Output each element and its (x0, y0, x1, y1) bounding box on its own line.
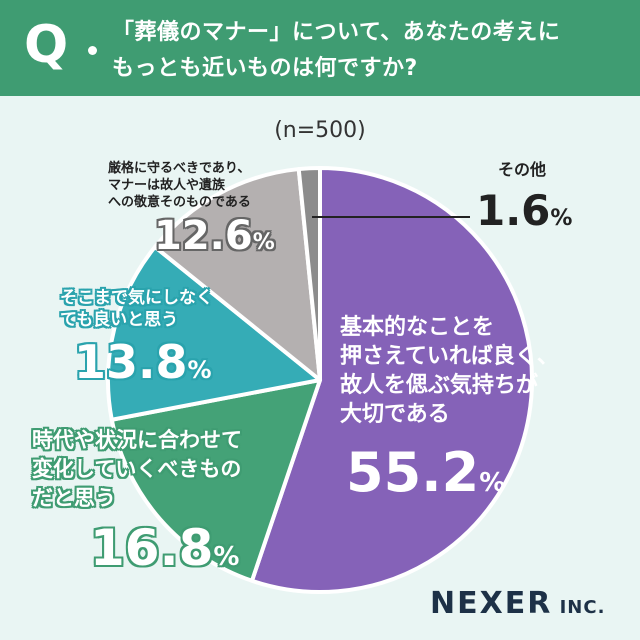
slice-label-other: その他 1.6% (476, 160, 572, 235)
brand-name: NEXER (430, 586, 553, 621)
slice-label-strict-line: マナーは故人や遺族 (108, 178, 226, 193)
slice-value-unit: % (213, 542, 240, 572)
slice-label-not-worry-line: ても良いと思う (60, 310, 179, 330)
slice-strict (152, 167, 322, 382)
slice-value-number: 16.8 (90, 519, 214, 577)
question-line-2: もっとも近いものは何ですか? (112, 56, 418, 81)
slice-value-number: 12.6 (154, 213, 253, 259)
brand-logo: NEXER INC. (430, 586, 605, 621)
slice-label-adapt-line: だと思う (32, 486, 116, 510)
slice-value-number: 1.6 (476, 186, 551, 235)
slice-value-unit: % (252, 230, 275, 255)
slice-value-number: 55.2 (346, 441, 480, 504)
slice-value-other: 1.6% (476, 186, 572, 235)
slice-value-unit: % (479, 468, 506, 498)
slice-value-strict: 12.6% (154, 213, 275, 259)
slice-label-essentials-line: 押さえていれば良く、 (340, 344, 559, 369)
question-dot (88, 46, 97, 55)
slice-value-not-worry: 13.8% (74, 335, 213, 389)
sample-size-label: (n=500) (274, 118, 366, 143)
slice-value-unit: % (187, 356, 212, 384)
slice-not-worry (106, 244, 322, 422)
slice-label-strict-line: への敬意そのものである (108, 195, 251, 210)
slice-label-essentials-line: 故人を偲ぶ気持ちが (340, 373, 539, 398)
slice-label-not-worry-line: そこまで気にしなく (60, 288, 213, 308)
slice-value-adapt: 16.8% (90, 519, 242, 577)
question-line-1: 「葬儀のマナー」について、あなたの考えに (112, 20, 561, 45)
pie-slices (106, 166, 534, 594)
slice-label-other-line: その他 (498, 160, 547, 179)
slice-value-unit: % (550, 206, 573, 231)
slice-value-number: 13.8 (74, 335, 188, 389)
slice-other (296, 166, 322, 382)
question-header: Q 「葬儀のマナー」について、あなたの考えに もっとも近いものは何ですか? (0, 0, 640, 96)
slice-label-strict-line: 厳格に守るべきであり、 (108, 161, 251, 176)
slice-label-adapt-line: 変化していくべきもの (32, 457, 242, 481)
slice-label-essentials-line: 大切である (340, 402, 450, 427)
slice-adapt (109, 378, 322, 583)
question-mark-q: Q (24, 15, 69, 75)
slice-label-adapt-line: 時代や状況に合わせて (32, 428, 242, 452)
slice-value-essentials: 55.2% (346, 441, 559, 504)
slice-label-essentials-line: 基本的なことを (340, 315, 495, 340)
brand-suffix: INC. (552, 597, 606, 618)
slice-label-not-worry: そこまで気にしなく ても良いと思う 13.8% (60, 287, 213, 389)
slice-label-essentials: 基本的なことを 押さえていれば良く、 故人を偲ぶ気持ちが 大切である 55.2% (340, 313, 559, 504)
slice-label-strict: 厳格に守るべきであり、 マナーは故人や遺族 への敬意そのものである 12.6% (108, 160, 275, 259)
slice-label-adapt: 時代や状況に合わせて 変化していくべきもの だと思う 16.8% (32, 426, 242, 577)
